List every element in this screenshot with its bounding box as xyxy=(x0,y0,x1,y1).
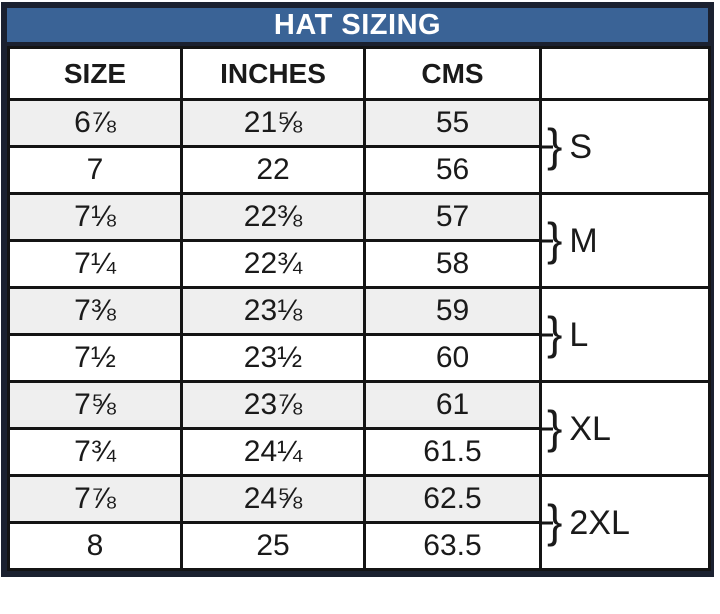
column-header-size: SIZE xyxy=(7,46,183,101)
cms-cell: 61 xyxy=(363,380,542,430)
brace-glyph: } xyxy=(547,400,563,453)
group-label: L xyxy=(569,315,589,354)
inches-cell: 23½ xyxy=(180,333,366,383)
cms-cell: 57 xyxy=(363,192,542,242)
cms-cell: 56 xyxy=(363,145,542,195)
size-group-cell-2xl: } 2XL xyxy=(539,474,711,571)
size-group-cell-m: } M xyxy=(539,192,711,289)
size-cell: 7⅝ xyxy=(7,380,183,430)
size-cell: 7¼ xyxy=(7,239,183,289)
cms-cell: 60 xyxy=(363,333,542,383)
inches-cell: 23⅞ xyxy=(180,380,366,430)
group-label: S xyxy=(569,127,593,166)
inches-cell: 22⅜ xyxy=(180,192,366,242)
cms-cell: 62.5 xyxy=(363,474,542,524)
table-row: 7⅝ 23⅞ 61 } XL xyxy=(7,380,711,477)
brace-glyph: } xyxy=(547,494,563,547)
brace-glyph: } xyxy=(547,212,563,265)
cms-cell: 63.5 xyxy=(363,521,542,571)
table-row: 7⅛ 22⅜ 57 } M xyxy=(7,192,711,289)
cms-cell: 58 xyxy=(363,239,542,289)
size-group-cell-s: } S xyxy=(539,98,711,195)
inches-cell: 24¼ xyxy=(180,427,366,477)
group-label: XL xyxy=(569,409,611,448)
size-cell: 7½ xyxy=(7,333,183,383)
column-header-group xyxy=(539,46,711,101)
cms-cell: 61.5 xyxy=(363,427,542,477)
brace-glyph: } xyxy=(547,118,563,171)
cms-cell: 55 xyxy=(363,98,542,148)
size-cell: 7⅛ xyxy=(7,192,183,242)
inches-cell: 25 xyxy=(180,521,366,571)
table-row: 7⅞ 24⅝ 62.5 } 2XL xyxy=(7,474,711,571)
table-row: 7¾ 24¼ 61.5 xyxy=(7,427,710,477)
table-row: 7⅜ 23⅛ 59 } L xyxy=(7,286,711,383)
table-row: 7 22 56 xyxy=(7,145,710,195)
column-header-cms: CMS xyxy=(363,46,542,101)
inches-cell: 23⅛ xyxy=(180,286,366,336)
inches-cell: 22 xyxy=(180,145,366,195)
table-row: 8 25 63.5 xyxy=(7,521,710,571)
size-cell: 7⅜ xyxy=(7,286,183,336)
sizing-grid: SIZE INCHES CMS 6⅞ 21⅝ 55 } S 7 22 56 7⅛ xyxy=(7,46,711,571)
inches-cell: 21⅝ xyxy=(180,98,366,148)
table-row: 7¼ 22¾ 58 xyxy=(7,239,710,289)
size-group-cell-l: } L xyxy=(539,286,711,383)
size-cell: 7 xyxy=(7,145,183,195)
cms-cell: 59 xyxy=(363,286,542,336)
size-cell: 8 xyxy=(7,521,183,571)
column-header-inches: INCHES xyxy=(180,46,366,101)
hat-sizing-table: HAT SIZING SIZE INCHES CMS 6⅞ 21⅝ 55 } S … xyxy=(1,2,714,577)
group-label: 2XL xyxy=(569,503,630,542)
size-group-cell-xl: } XL xyxy=(539,380,711,477)
inches-cell: 24⅝ xyxy=(180,474,366,524)
size-cell: 7¾ xyxy=(7,427,183,477)
table-row: 7½ 23½ 60 xyxy=(7,333,710,383)
size-cell: 6⅞ xyxy=(7,98,183,148)
table-title: HAT SIZING xyxy=(273,8,442,41)
brace-glyph: } xyxy=(547,306,563,359)
size-cell: 7⅞ xyxy=(7,474,183,524)
table-row: 6⅞ 21⅝ 55 } S xyxy=(7,98,711,195)
table-title-bar: HAT SIZING xyxy=(7,8,708,46)
inches-cell: 22¾ xyxy=(180,239,366,289)
header-row: SIZE INCHES CMS xyxy=(7,46,711,101)
group-label: M xyxy=(569,221,598,260)
